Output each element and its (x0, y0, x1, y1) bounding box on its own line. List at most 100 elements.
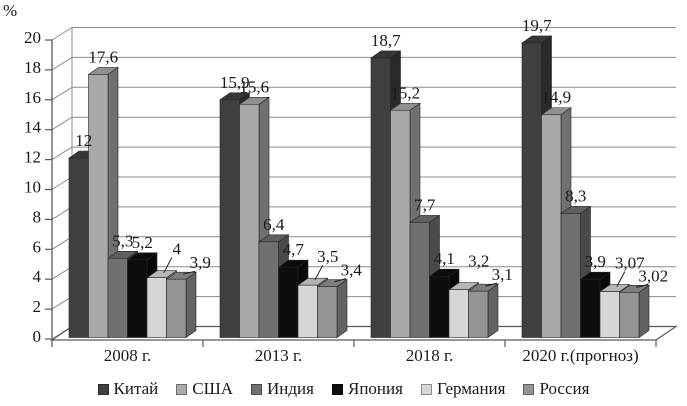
value-label-s0-g2: 18,7 (371, 31, 401, 50)
value-label-s3-g3: 3,9 (585, 252, 606, 271)
value-label-s2-g3: 8,3 (565, 186, 586, 205)
value-label-s3-g1: 4,7 (283, 240, 305, 259)
y-tick-label: 20 (24, 28, 41, 47)
legend-label: Германия (436, 379, 506, 398)
bar-s4-g0 (146, 277, 167, 338)
y-tick-label: 0 (33, 327, 42, 346)
legend-item-2: Индия (251, 379, 314, 399)
bar-s5-g2 (468, 290, 489, 338)
grid-connector (51, 116, 73, 131)
grid-connector (51, 86, 73, 101)
value-label-s1-g0: 17,6 (88, 47, 118, 66)
bar-s5-g3 (619, 292, 640, 338)
bar-s3-g2 (429, 275, 450, 338)
value-label-s2-g0: 5,3 (112, 231, 133, 250)
y-tick-label: 6 (33, 237, 42, 256)
grid-connector (51, 176, 73, 190)
value-label-s2-g2: 7,7 (414, 195, 436, 214)
y-tick-label: 12 (24, 148, 41, 167)
bar-s2-g3 (560, 213, 581, 338)
legend-swatch (251, 383, 263, 395)
bar-s0-g0 (68, 157, 89, 338)
label-leader-line (314, 264, 324, 281)
bar-s4-g1 (297, 284, 318, 338)
legend-item-1: США (176, 379, 233, 399)
bar-s1-g1 (239, 103, 260, 338)
x-category-label: 2018 г. (406, 346, 454, 365)
y-tick-label: 16 (24, 88, 41, 107)
bar-s1-g0 (88, 74, 109, 338)
value-label-s3-g0: 5,2 (132, 233, 153, 252)
legend-item-0: Китай (97, 379, 159, 399)
bar-side-s5-g2 (487, 283, 499, 339)
grid-connector (51, 236, 73, 250)
bar-s2-g1 (258, 241, 279, 338)
grid-connector (51, 266, 73, 280)
bar-side-s5-g0 (185, 271, 197, 339)
value-label-s4-g0: 4 (173, 240, 182, 259)
grid-connector (51, 296, 73, 310)
value-label-s0-g0: 12 (75, 131, 92, 150)
legend-label: Индия (267, 379, 314, 398)
bar-s3-g1 (278, 266, 299, 338)
legend-swatch (523, 383, 535, 395)
legend-swatch (176, 383, 188, 395)
value-label-s3-g2: 4,1 (434, 249, 455, 268)
legend-swatch (331, 383, 343, 395)
x-category-label: 2008 г. (104, 346, 152, 365)
label-leader-line (163, 257, 173, 273)
value-label-s0-g3: 19,7 (522, 16, 552, 35)
bar-side-s5-g3 (638, 284, 650, 339)
bar-s1-g3 (541, 114, 562, 338)
legend-item-4: Германия (420, 379, 506, 399)
legend-label: Китай (113, 379, 159, 398)
bar-s2-g2 (409, 222, 430, 338)
value-label-s0-g1: 15,9 (220, 73, 250, 92)
legend-item-5: Россия (523, 379, 589, 399)
bar-s5-g1 (317, 286, 338, 338)
value-label-s5-g1: 3,4 (341, 261, 363, 280)
legend: Китай США Индия Япония Германия Россия (0, 377, 687, 401)
value-label-s5-g2: 3,1 (492, 265, 513, 284)
legend-item-3: Япония (331, 379, 403, 399)
bar-s0-g1 (219, 99, 240, 338)
label-leader-line (183, 270, 196, 275)
bar-side-s5-g1 (336, 279, 348, 339)
legend-label: Россия (539, 379, 590, 398)
legend-label: США (192, 379, 234, 398)
value-label-s1-g2: 15,2 (390, 83, 420, 102)
chart-floor (50, 325, 678, 341)
y-tick-label: 2 (33, 297, 42, 316)
value-label-s5-g3: 3,02 (638, 266, 668, 285)
label-leader-line (334, 278, 347, 283)
bar-s0-g2 (370, 57, 391, 338)
value-label-s4-g1: 3,5 (317, 247, 338, 266)
grid-connector (51, 146, 73, 161)
value-label-s4-g3: 3,07 (615, 254, 645, 273)
y-axis-unit-label: % (3, 1, 18, 20)
legend-label: Япония (347, 379, 403, 398)
value-label-s5-g0: 3,9 (190, 253, 211, 272)
y-tick-label: 4 (33, 267, 42, 286)
legend-swatch (420, 383, 432, 395)
bar-s2-g0 (107, 257, 128, 338)
label-leader-line (485, 282, 498, 287)
value-label-s1-g1: 15,6 (239, 77, 269, 96)
value-label-s2-g1: 6,4 (263, 215, 285, 234)
grid-connector (51, 206, 73, 220)
legend-swatch (97, 383, 109, 395)
y-tick-label: 10 (24, 178, 41, 197)
grid-connector (51, 56, 73, 71)
bar-s4-g3 (599, 291, 620, 338)
y-tick-label: 14 (24, 118, 42, 137)
label-leader-line (636, 283, 649, 288)
bar-s5-g0 (166, 278, 187, 338)
value-label-s1-g3: 14,9 (541, 88, 571, 107)
value-label-s4-g2: 3,2 (468, 252, 489, 271)
y-tick-label: 8 (33, 207, 42, 226)
x-category-label: 2020 г.(прогноз) (522, 346, 638, 365)
label-leader-line (616, 271, 626, 287)
y-tick-label: 18 (24, 58, 41, 77)
